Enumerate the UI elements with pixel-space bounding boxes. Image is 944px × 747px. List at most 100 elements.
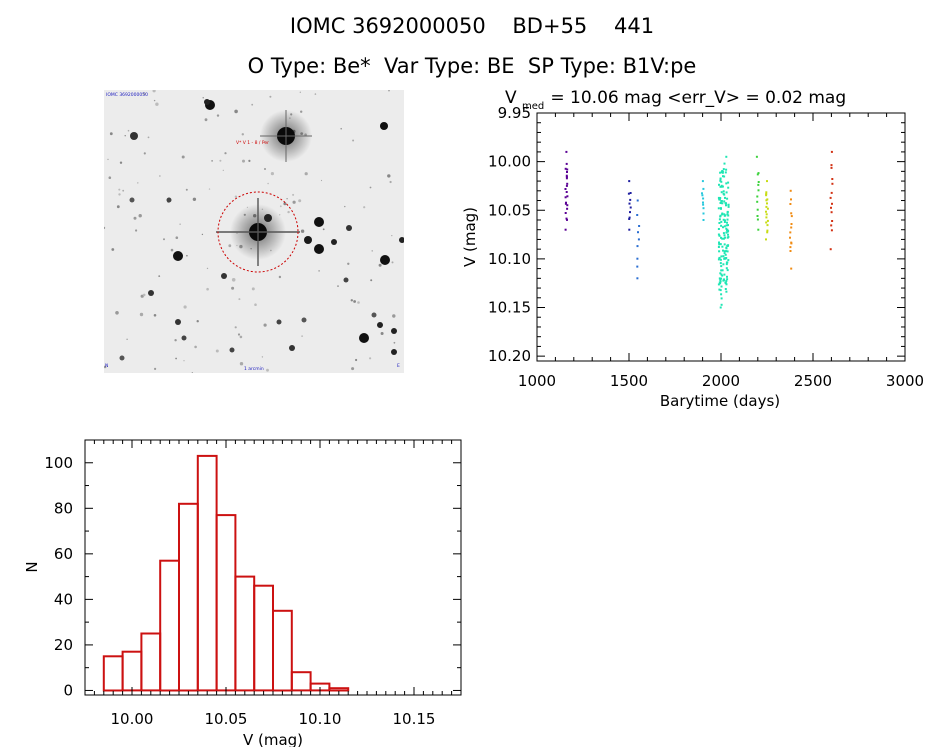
sky-noise-dot: [154, 367, 157, 370]
sky-noise-dot: [286, 198, 288, 200]
lc-point-epoch-2380: [790, 242, 793, 245]
sky-noise-dot: [314, 93, 317, 95]
lc-point-epoch-2250: [766, 224, 769, 227]
lc-point-epoch-2015: [720, 180, 723, 183]
lc-ytick-label: 10.05: [488, 201, 531, 219]
lc-point-epoch-1160: [564, 212, 567, 214]
lc-point-epoch-2015: [724, 202, 727, 205]
lc-point-epoch-2015: [725, 290, 728, 293]
lc-point-epoch-2015: [718, 234, 721, 237]
lc-point-epoch-2600: [830, 150, 833, 153]
lc-point-epoch-1505: [628, 218, 631, 220]
sky-noise-dot: [183, 305, 187, 309]
lc-point-epoch-2015: [726, 213, 729, 216]
lc-ytick-label: 10.15: [488, 299, 531, 317]
lc-point-epoch-2015: [727, 233, 729, 236]
lc-point-epoch-2015: [725, 257, 728, 259]
sky-noise-dot: [363, 206, 366, 209]
lc-point-epoch-2015: [717, 258, 720, 261]
lc-point-epoch-2015: [718, 198, 721, 201]
hist-ytick-label: 0: [63, 681, 73, 699]
sky-noise-dot: [104, 226, 106, 230]
lc-point-epoch-1900: [702, 187, 705, 190]
lc-ytick-label: 10.10: [488, 250, 531, 268]
lc-point-epoch-1900: [702, 207, 705, 210]
lc-point-epoch-2015: [719, 178, 722, 181]
lc-point-epoch-1160: [566, 182, 569, 185]
lc-point-epoch-2380: [789, 246, 792, 249]
sky-noise-dot: [300, 229, 305, 233]
lc-point-epoch-2015: [725, 191, 728, 194]
sky-noise-dot: [344, 205, 346, 208]
lc-point-epoch-2015: [720, 200, 723, 203]
lc-point-epoch-2015: [727, 224, 729, 227]
lc-point-epoch-2015: [720, 201, 723, 204]
sky-noise-dot: [234, 109, 238, 114]
lc-point-epoch-1900: [701, 192, 703, 195]
hist-xtick-label: 10.15: [393, 710, 436, 728]
lc-point-epoch-1505: [629, 198, 632, 201]
lc-point-epoch-2015: [724, 171, 727, 174]
lc-point-epoch-2015: [723, 213, 726, 216]
sky-noise-dot: [251, 287, 255, 291]
sky-noise-dot: [237, 333, 241, 336]
lc-point-epoch-2015: [723, 225, 726, 228]
sky-noise-dot: [108, 176, 112, 179]
lc-point-epoch-2015: [723, 162, 726, 165]
lc-point-epoch-2015: [727, 235, 730, 238]
sky-noise-dot: [304, 172, 308, 176]
lc-point-epoch-2200: [757, 183, 760, 186]
lc-point-epoch-1550: [636, 265, 639, 268]
lc-point-epoch-2015: [721, 269, 724, 272]
sky-noise-dot: [239, 362, 244, 366]
lc-point-epoch-2015: [722, 218, 725, 221]
lc-point-epoch-2015: [726, 230, 729, 233]
lc-point-epoch-2380: [790, 267, 793, 270]
title-line-1: IOMC 3692000050 BD+55 441: [289, 14, 655, 38]
lc-point-epoch-2200: [756, 195, 759, 198]
lc-point-epoch-2015: [724, 196, 726, 199]
histogram-frame: [84, 439, 462, 696]
lc-point-epoch-2015: [721, 213, 724, 216]
lc-point-epoch-2200: [756, 215, 759, 217]
lc-point-epoch-1900: [702, 201, 704, 204]
lc-point-epoch-2250: [766, 207, 769, 210]
lc-point-epoch-2015: [720, 207, 722, 210]
sky-noise-dot: [109, 132, 113, 136]
lc-point-epoch-1160: [564, 202, 567, 205]
sky-noise-dot: [231, 286, 235, 290]
lc-point-epoch-1550: [636, 277, 639, 280]
lc-point-epoch-1505: [629, 192, 632, 194]
sky-noise-dot: [351, 367, 355, 371]
lc-point-epoch-2015: [717, 207, 720, 210]
lc-point-epoch-2015: [720, 200, 723, 202]
lc-point-epoch-1160: [565, 217, 568, 220]
lc-point-epoch-2015: [725, 261, 728, 264]
lc-point-epoch-1550: [637, 238, 640, 241]
sky-noise-dot: [278, 275, 282, 279]
sky-noise-dot: [159, 175, 161, 177]
lc-point-epoch-2250: [766, 231, 769, 234]
lc-point-epoch-2015: [720, 191, 723, 194]
lc-point-epoch-2600: [830, 211, 833, 214]
lc-point-epoch-2015: [725, 231, 728, 234]
histogram-bar: [121, 650, 143, 692]
sky-noise-dot: [107, 158, 109, 161]
lc-point-epoch-2015: [724, 282, 727, 285]
lc-point-epoch-2015: [721, 170, 724, 173]
sky-noise-dot: [153, 314, 157, 317]
light-curve-ylabel: V (mag): [461, 207, 479, 267]
target-circle: [217, 191, 299, 273]
lc-point-epoch-2200: [756, 200, 759, 203]
sky-noise-dot: [201, 233, 204, 236]
sky-noise-dot: [370, 279, 373, 282]
sky-noise-dot: [204, 118, 208, 122]
lc-point-epoch-2600: [830, 206, 832, 209]
sky-noise-dot: [387, 174, 391, 178]
lc-point-epoch-2015: [726, 245, 729, 247]
lc-point-epoch-1550: [636, 199, 639, 202]
lc-xtick-label: 1000: [518, 372, 556, 390]
sky-noise-dot: [371, 250, 373, 252]
lc-point-epoch-2015: [719, 215, 722, 218]
lc-point-epoch-2015: [720, 277, 723, 280]
